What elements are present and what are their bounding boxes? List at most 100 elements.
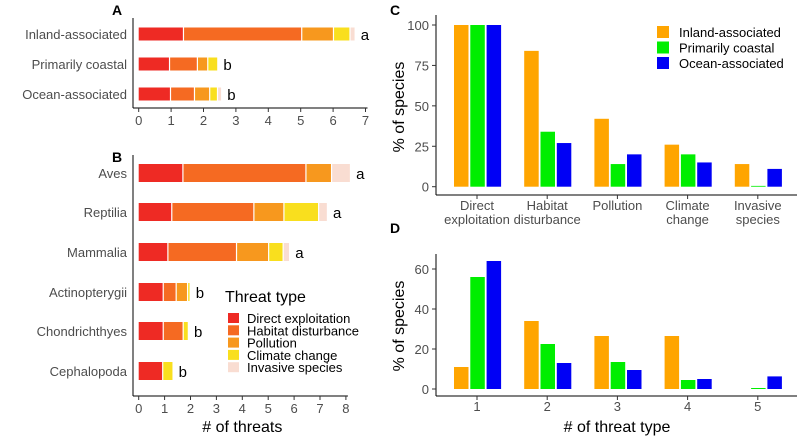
category-label: Mammalia xyxy=(67,245,128,260)
y-tick-label: 0 xyxy=(422,180,429,195)
bar-segment-habitat-disturbance xyxy=(172,203,254,221)
x-tick-label: 5 xyxy=(297,113,304,128)
y-tick-label: 75 xyxy=(415,58,429,73)
bar-ocean-associated xyxy=(697,162,712,187)
bar-segment-direct-exploitation xyxy=(138,27,183,41)
x-tick-label: Invasive xyxy=(734,198,782,213)
significance-letter: b xyxy=(196,285,204,302)
bar-ocean-associated xyxy=(556,363,572,389)
y-axis-title: % of species xyxy=(391,62,408,153)
bar-primarily-coastal xyxy=(540,344,555,389)
panel-A: A 0 1 2 3 4 5 6 7 Inland-associated a Primarily coa… xyxy=(22,2,370,128)
y-tick-label: 0 xyxy=(422,382,429,397)
panel-label: D xyxy=(390,220,400,236)
bar-segment-direct-exploitation xyxy=(138,87,170,101)
bar-primarily-coastal xyxy=(751,185,766,187)
bar-ocean-associated xyxy=(697,379,712,389)
bar-segment-direct-exploitation xyxy=(138,243,168,261)
x-tick-label: 3 xyxy=(614,399,621,414)
legend-swatch xyxy=(657,41,669,54)
bar-ocean-associated xyxy=(486,261,502,389)
bar-primarily-coastal xyxy=(680,380,696,389)
bar-inland-associated xyxy=(594,118,609,187)
bar-primarily-coastal xyxy=(540,131,555,187)
x-tick-label: 2 xyxy=(544,399,551,414)
x-tick-label: 1 xyxy=(167,113,174,128)
panel-D: D 0 20 40 60 % of species 1 2 3 4 5 # of threat typ… xyxy=(390,220,797,436)
x-tick-label: 8 xyxy=(342,401,349,416)
bar-segment-pollution xyxy=(254,203,284,221)
bar-inland-associated xyxy=(524,321,539,389)
legend-label: Primarily coastal xyxy=(679,41,774,56)
bar-ocean-associated xyxy=(767,376,782,389)
bar-segment-climate-change xyxy=(208,57,218,71)
bar-segment-invasive-species xyxy=(218,87,222,101)
x-tick-label: exploitation xyxy=(444,212,510,227)
y-axis-title: % of species xyxy=(391,281,408,372)
bar-ocean-associated xyxy=(556,143,572,187)
bar-segment-climate-change xyxy=(183,322,188,340)
bar-segment-invasive-species xyxy=(350,27,355,41)
x-tick-label: 4 xyxy=(265,113,272,128)
bar-segment-direct-exploitation xyxy=(138,203,172,221)
legend-label: Invasive species xyxy=(247,360,343,375)
legend-title: Threat type xyxy=(225,289,306,306)
bar-segment-pollution xyxy=(197,57,208,71)
bar-inland-associated xyxy=(454,367,469,389)
panel-B: B 0 1 2 3 4 5 6 7 8 Aves a Reptilia a Mammalia a Actinop… xyxy=(37,149,365,436)
bar-segment-pollution xyxy=(306,164,331,182)
x-tick-label: Climate xyxy=(666,198,710,213)
x-tick-label: 3 xyxy=(232,113,239,128)
bar-inland-associated xyxy=(664,336,680,389)
category-label: Chondrichthyes xyxy=(37,324,128,339)
bar-primarily-coastal xyxy=(610,362,626,389)
bar-segment-invasive-species xyxy=(319,203,327,221)
bar-primarily-coastal xyxy=(470,25,485,187)
panel-label: B xyxy=(112,149,122,165)
category-label: Reptilia xyxy=(84,205,128,220)
bar-segment-climate-change xyxy=(188,283,190,301)
legend-swatch xyxy=(228,325,239,336)
x-tick-label: 0 xyxy=(135,401,142,416)
category-label: Aves xyxy=(98,166,127,181)
x-tick-label: 1 xyxy=(161,401,168,416)
category-label: Ocean-associated xyxy=(22,87,127,102)
bar-segment-direct-exploitation xyxy=(138,362,163,380)
category-label: Cephalopoda xyxy=(50,364,128,379)
x-tick-label: species xyxy=(736,212,781,227)
panel-label: A xyxy=(112,2,122,18)
y-tick-label: 60 xyxy=(415,262,429,277)
bar-primarily-coastal xyxy=(751,388,766,389)
x-tick-label: 2 xyxy=(187,401,194,416)
legend-label: Pollution xyxy=(247,336,297,351)
y-tick-label: 40 xyxy=(415,302,429,317)
bar-ocean-associated xyxy=(627,154,642,187)
bar-segment-climate-change xyxy=(163,362,173,380)
x-tick-label: 3 xyxy=(213,401,220,416)
bar-primarily-coastal xyxy=(610,164,626,187)
y-tick-label: 100 xyxy=(407,18,429,33)
x-tick-label: 2 xyxy=(200,113,207,128)
panel-C: C 0 25 50 75 100 % of species Directexploitatio… xyxy=(390,2,797,227)
bar-inland-associated xyxy=(524,50,539,187)
significance-letter: b xyxy=(194,324,202,341)
bar-ocean-associated xyxy=(627,370,642,389)
bar-inland-associated xyxy=(664,144,680,187)
bar-segment-pollution xyxy=(302,27,333,41)
legend-swatch xyxy=(228,362,239,373)
x-tick-label: change xyxy=(666,212,709,227)
bar-segment-habitat-disturbance xyxy=(168,243,236,261)
bar-segment-direct-exploitation xyxy=(138,322,163,340)
bar-ocean-associated xyxy=(486,25,502,187)
x-tick-label: Habitat xyxy=(527,198,569,213)
bar-inland-associated xyxy=(454,25,469,187)
x-tick-label: 1 xyxy=(473,399,480,414)
x-tick-label: Direct xyxy=(460,198,494,213)
bar-segment-habitat-disturbance xyxy=(184,27,302,41)
x-tick-label: 4 xyxy=(239,401,246,416)
bar-segment-pollution xyxy=(176,283,187,301)
bar-segment-invasive-species xyxy=(283,243,290,261)
bar-primarily-coastal xyxy=(680,154,696,187)
significance-letter: b xyxy=(179,364,187,381)
bar-segment-invasive-species xyxy=(332,164,350,182)
